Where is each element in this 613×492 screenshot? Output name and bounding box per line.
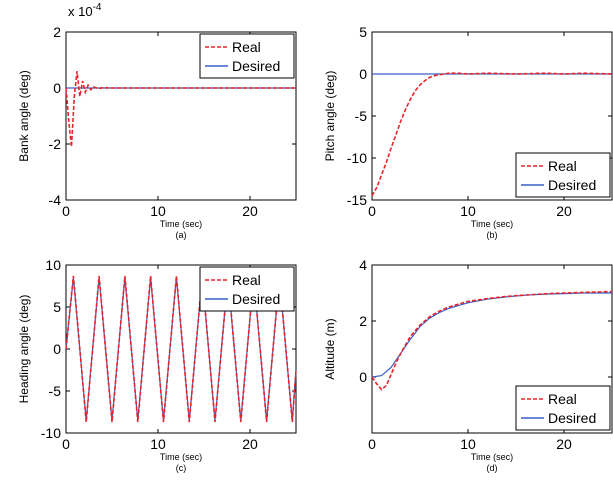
legend-box [199,33,295,79]
legend: Real Desired [199,33,295,79]
legend-box [199,266,295,312]
y-tick-label: -5 [49,383,62,399]
y-tick-label: 5 [359,24,367,40]
x-tick-label: 10 [150,436,166,452]
y-tick-label: 4 [359,257,367,273]
series-line-real [371,290,613,391]
series-line-real [371,72,613,197]
x-axis-label: Time (sec) [160,219,202,229]
y-axis-label: Heading angle (deg) [17,295,31,404]
legend-entry: Desired [232,291,280,307]
x-axis-label: Time (sec) [160,452,202,462]
y-tick-label: -2 [49,136,62,152]
panel-caption: (c) [176,463,187,473]
y-axis-label: Pitch angle (deg) [323,71,337,162]
y-tick-label: 0 [359,66,367,82]
x-tick-label: 0 [368,436,376,452]
series-line-real [65,275,297,423]
legend-entry: Real [548,391,577,407]
series-line-real [65,71,296,147]
x-tick-label: 10 [150,203,166,219]
x-axis-label: Time (sec) [471,219,513,229]
y-tick-label: -4 [49,192,62,208]
x-axis-label: Time (sec) [471,452,513,462]
y-tick-label: 5 [53,299,61,315]
axis-scale-note: x 10-4 [68,2,102,19]
legend: Real Desired [515,385,611,431]
legend-box [515,152,611,198]
y-axis-label: Altitude (m) [323,318,337,379]
x-tick-label: 10 [460,203,476,219]
x-tick-label: 0 [368,203,376,219]
legend-entry: Desired [548,410,596,426]
legend-entry: Desired [232,58,280,74]
y-tick-label: 2 [53,24,61,40]
panel-caption: (a) [176,230,187,240]
y-tick-label: 0 [359,369,367,385]
panel-b: -15 -10 -5 0 5 0 10 20 Time (sec)(b) Pitch angle … [323,24,613,240]
x-tick-label: 20 [242,436,258,452]
legend: Real Desired [199,266,295,312]
x-tick-label: 20 [556,436,572,452]
legend-entry: Real [548,158,577,174]
y-tick-label: -15 [347,192,367,208]
y-tick-label: 10 [45,257,61,273]
x-tick-label: 0 [62,203,70,219]
y-tick-label: -5 [355,108,368,124]
legend: Real Desired [515,152,611,198]
x-tick-label: 20 [242,203,258,219]
panel-caption: (d) [487,463,498,473]
y-axis-label: Bank angle (deg) [17,70,31,161]
panel-c: -10 -5 0 5 10 0 10 20 Time (sec)(c) Heading angle… [17,257,297,473]
x-tick-label: 10 [460,436,476,452]
x-tick-label: 0 [62,436,70,452]
panel-caption: (b) [487,230,498,240]
y-tick-label: -10 [347,150,367,166]
x-tick-label: 20 [556,203,572,219]
y-tick-label: 0 [53,80,61,96]
panel-d: 0 2 4 0 10 20 Time (sec)(d) Altitude (m) Real Des… [323,257,613,473]
legend-box [515,385,611,431]
y-tick-label: 2 [359,313,367,329]
y-tick-label: 0 [53,341,61,357]
legend-entry: Real [232,39,261,55]
y-tick-label: -10 [41,425,61,441]
legend-entry: Real [232,272,261,288]
legend-entry: Desired [548,177,596,193]
